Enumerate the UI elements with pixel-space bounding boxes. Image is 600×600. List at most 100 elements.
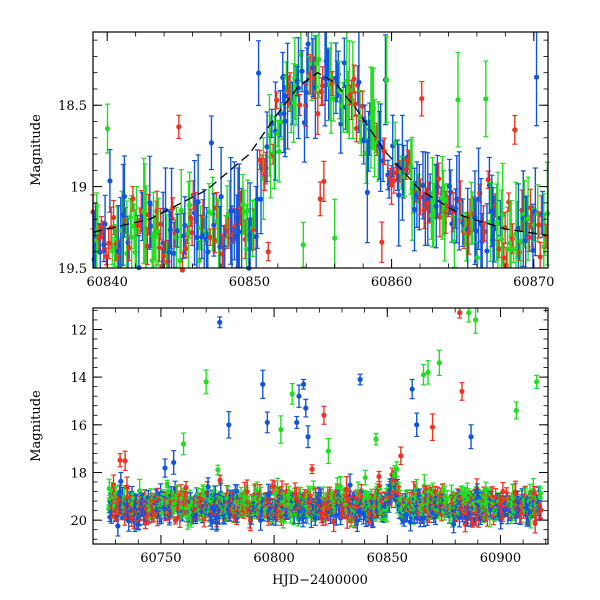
top-data-point — [388, 182, 395, 188]
top-data-point — [526, 234, 532, 240]
top-data-point — [351, 76, 357, 82]
top-data-point — [357, 114, 363, 120]
top-y-tick-label: 18.5 — [58, 99, 87, 114]
top-data-point — [107, 178, 113, 184]
bottom-data-point — [244, 489, 250, 495]
top-data-point — [161, 253, 167, 259]
top-data-point — [491, 226, 497, 232]
bottom-data-point — [159, 510, 165, 516]
bottom-data-point — [164, 481, 170, 487]
top-data-point — [207, 234, 213, 240]
top-data-point — [356, 79, 362, 85]
top-data-point — [126, 245, 132, 251]
bottom-data-point — [331, 519, 337, 525]
top-x-tick-label: 60840 — [87, 275, 128, 290]
bottom-data-point — [122, 458, 128, 464]
top-data-point — [536, 222, 542, 228]
top-data-point — [330, 96, 337, 102]
bottom-data-point — [171, 459, 177, 466]
top-data-point — [176, 124, 182, 130]
top-data-point — [512, 127, 518, 133]
top-data-point — [255, 70, 262, 76]
top-data-point — [483, 96, 489, 102]
top-data-point — [218, 194, 224, 200]
top-data-point — [315, 111, 321, 117]
top-data-point — [500, 211, 506, 218]
top-data-point — [196, 257, 202, 264]
top-data-point — [166, 249, 172, 255]
top-data-point — [533, 74, 540, 80]
top-data-point — [208, 140, 215, 146]
bottom-data-point — [162, 465, 168, 471]
top-data-point — [379, 239, 385, 245]
bottom-data-point — [217, 477, 223, 483]
top-data-point — [177, 258, 183, 264]
top-data-point — [109, 248, 115, 254]
top-x-tick-label: 60860 — [371, 275, 412, 290]
top-data-point — [473, 228, 479, 234]
top-data-point — [320, 83, 326, 89]
top-data-point — [104, 125, 111, 132]
model-curve — [92, 71, 549, 237]
top-data-point — [265, 249, 271, 255]
bottom-data-point — [165, 488, 171, 495]
top-data-point — [419, 96, 425, 102]
top-data-point — [381, 148, 387, 154]
top-data-point — [316, 56, 322, 63]
top-data-point — [110, 214, 117, 221]
top-data-point — [175, 228, 181, 234]
bottom-data-point — [215, 467, 221, 473]
top-data-point — [188, 215, 194, 221]
top-panel: 60840 60850 60860 60870 18.5 19 19.5 Magnitud… — [29, 31, 554, 290]
top-data-point — [129, 234, 135, 240]
top-x-tick-label: 60850 — [229, 275, 270, 290]
top-data-point — [178, 207, 184, 213]
top-data-point — [455, 97, 461, 103]
top-data-point — [530, 247, 536, 253]
top-data-point — [321, 178, 327, 184]
top-data-point — [317, 196, 323, 202]
top-data-point — [495, 220, 501, 227]
top-data-point — [305, 41, 311, 47]
top-data-point — [525, 216, 531, 222]
top-data-point — [276, 148, 282, 155]
bottom-data-point — [118, 478, 124, 485]
bottom-data-layer — [106, 308, 544, 537]
top-data-point — [171, 250, 177, 256]
top-data-point — [515, 225, 522, 231]
top-data-layer — [90, 32, 551, 273]
top-data-point — [274, 97, 280, 103]
bottom-data-point — [137, 488, 143, 494]
top-data-point — [158, 221, 164, 227]
bottom-data-point — [183, 484, 189, 491]
top-data-point — [411, 206, 418, 213]
top-data-point — [504, 246, 511, 252]
top-data-point — [300, 242, 306, 248]
bottom-data-point — [362, 475, 368, 481]
top-y-tick-label: 19 — [70, 181, 87, 196]
top-data-point — [481, 229, 488, 235]
top-data-point — [295, 85, 302, 91]
top-data-point — [437, 214, 443, 220]
top-x-tick-label: 60870 — [513, 275, 554, 290]
top-data-point — [189, 230, 195, 236]
top-data-point — [338, 121, 344, 127]
bottom-data-point — [172, 517, 179, 523]
top-y-axis-label: Magnitude — [29, 114, 44, 186]
bottom-data-point — [360, 511, 367, 517]
top-data-point — [187, 202, 193, 208]
top-data-point — [396, 192, 402, 198]
top-data-point — [245, 207, 251, 213]
top-data-point — [205, 249, 211, 255]
top-data-point — [420, 182, 426, 188]
top-data-point — [243, 246, 250, 252]
top-data-point — [121, 193, 128, 200]
top-data-point — [147, 200, 153, 206]
bottom-data-point — [234, 488, 240, 495]
top-data-point — [341, 60, 347, 66]
top-data-point — [195, 199, 201, 205]
top-y-ticks: 18.5 19 19.5 — [58, 39, 548, 277]
top-data-point — [364, 189, 370, 195]
